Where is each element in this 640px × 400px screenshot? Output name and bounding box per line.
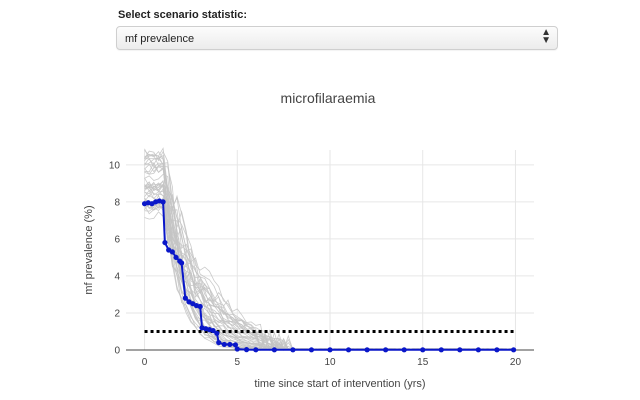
y-tick-label: 8	[114, 197, 120, 208]
y-tick-label: 6	[114, 234, 120, 245]
mean-series-point	[169, 249, 175, 255]
mean-series-point	[234, 346, 240, 352]
mean-series-point	[290, 347, 296, 353]
mean-series-point	[214, 330, 220, 336]
select-updown-icon: ▲ ▼	[541, 27, 551, 46]
scenario-statistic-label: Select scenario statistic:	[118, 9, 248, 21]
mean-series-point	[173, 254, 179, 261]
mean-series-point	[162, 239, 168, 246]
chart-title: microfilaraemia	[280, 90, 376, 106]
y-tick-label: 10	[109, 160, 121, 171]
mean-series-point	[457, 347, 463, 353]
x-tick-label: 10	[324, 357, 336, 368]
select-value: mf prevalence	[125, 33, 195, 45]
mean-series-point	[216, 339, 222, 346]
mean-series-point	[345, 347, 352, 353]
x-tick-label: 20	[510, 357, 522, 368]
mean-series-point	[160, 199, 166, 205]
x-tick-label: 0	[142, 357, 148, 368]
mean-series-point	[383, 347, 389, 353]
scenario-statistic-select[interactable]: mf prevalence ▲ ▼	[116, 26, 558, 50]
mean-series-point	[253, 347, 259, 353]
x-axis-label: time since start of intervention (yrs)	[254, 378, 425, 390]
mean-series-point	[327, 347, 333, 353]
mean-series-point	[227, 341, 233, 348]
y-tick-label: 4	[114, 271, 120, 282]
mean-series-point	[494, 347, 500, 353]
mean-series-point	[475, 347, 481, 353]
mean-series-point	[420, 347, 426, 353]
y-axis-label: mf prevalence (%)	[83, 205, 95, 294]
y-tick-label: 0	[114, 346, 120, 357]
mean-series-point	[364, 347, 370, 353]
mean-series-point	[401, 347, 407, 353]
mean-series-point	[510, 347, 517, 353]
x-tick-label: 15	[417, 357, 429, 368]
mean-series-point	[308, 347, 315, 353]
mean-series-point	[232, 342, 239, 348]
mean-series-point	[182, 295, 188, 301]
y-tick-label: 2	[114, 308, 120, 319]
mean-series-point	[210, 327, 216, 334]
mean-series-point	[438, 347, 444, 353]
mean-series-point	[271, 347, 277, 353]
mean-series-point	[243, 347, 250, 353]
x-tick-label: 5	[234, 357, 240, 368]
mean-series-point	[221, 341, 227, 348]
mean-series-point	[197, 303, 203, 310]
mean-series-point	[179, 260, 185, 266]
